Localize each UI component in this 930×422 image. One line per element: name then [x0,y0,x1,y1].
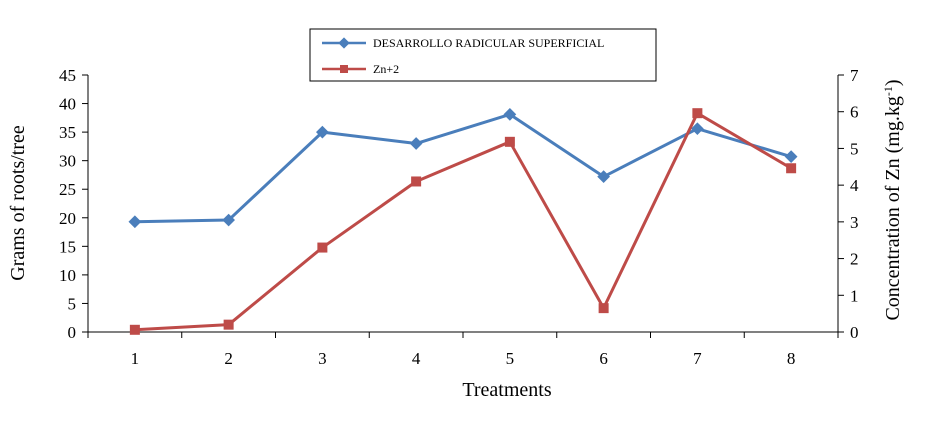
y-axis-title: Grams of roots/tree [7,125,29,281]
right-tick-label: 5 [850,139,859,158]
left-tick-label: 35 [59,123,76,142]
series-2-point [317,242,328,253]
series-2-point [223,319,234,330]
series-line-1 [134,112,792,224]
series-1-point [316,125,329,139]
x-tick-label: 1 [131,349,140,368]
legend-marker-series-1 [338,37,350,49]
right-tick-label: 4 [850,176,859,195]
series-2-point [129,324,140,335]
series-2-point [598,303,609,314]
legend-entry-series-2: Zn+2 [322,62,399,76]
y2-axis-title: Concentration of Zn (mg.kg-1) [881,79,904,320]
series-1-point [409,137,423,150]
y2-axis-title-sup: -1 [881,86,895,96]
x-tick-label: 6 [599,349,608,368]
right-tick-label: 0 [850,323,859,342]
legend-entry-series-1: DESARROLLO RADICULAR SUPERFICIAL [322,36,604,50]
legend-marker-series-2 [340,65,348,73]
right-tick-label: 7 [850,66,859,85]
series-2-point [411,176,422,187]
x-tick-label: 2 [224,349,233,368]
x-tick-label: 5 [506,349,515,368]
x-tick-label: 8 [787,349,796,368]
x-tick-label: 3 [318,349,327,368]
right-tick-label: 1 [850,286,859,305]
series-1-point [128,215,142,229]
x-tick-label: 4 [412,349,421,368]
series-2-point [504,136,515,147]
y2-axis-title-main: Concentration of Zn (mg.kg [882,96,904,320]
left-tick-label: 15 [59,237,76,256]
x-axis-title: Treatments [462,379,551,401]
right-y-axis: 0 1 2 3 4 5 6 7 [837,66,859,342]
series-1-point [784,150,798,164]
x-axis: 1 2 3 4 5 6 7 8 [87,331,839,368]
right-tick-label: 6 [850,103,859,122]
left-tick-label: 0 [68,323,77,342]
left-tick-label: 30 [59,152,76,171]
left-tick-label: 5 [68,294,77,313]
series-layer [128,108,798,335]
series-2-point [692,108,703,119]
legend-label-series-2: Zn+2 [373,62,399,76]
left-tick-label: 45 [59,66,76,85]
legend: DESARROLLO RADICULAR SUPERFICIAL Zn+2 [309,28,657,82]
series-line-2 [134,111,792,332]
left-tick-label: 40 [59,95,76,114]
series-2-point [786,163,797,174]
right-tick-label: 3 [850,213,859,232]
series-1-point [222,213,235,227]
legend-label-series-1: DESARROLLO RADICULAR SUPERFICIAL [373,36,604,50]
left-tick-label: 20 [59,209,76,228]
legend-box [309,28,657,82]
left-tick-label: 10 [59,266,76,285]
right-tick-label: 2 [850,250,859,269]
y2-axis-title-close: ) [882,79,904,86]
x-tick-label: 7 [693,349,702,368]
left-tick-label: 25 [59,180,76,199]
left-y-axis: 0 5 10 15 20 25 30 35 40 45 [59,66,89,342]
